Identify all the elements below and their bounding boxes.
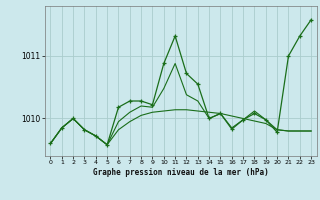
X-axis label: Graphe pression niveau de la mer (hPa): Graphe pression niveau de la mer (hPa): [93, 168, 269, 177]
